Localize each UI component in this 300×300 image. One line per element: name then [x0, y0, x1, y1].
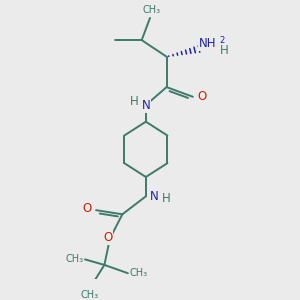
Text: N: N: [150, 190, 159, 203]
Text: H: H: [161, 192, 170, 205]
Text: CH₃: CH₃: [129, 268, 147, 278]
Text: O: O: [197, 90, 206, 103]
Text: 2: 2: [219, 36, 224, 45]
Text: NH: NH: [199, 37, 217, 50]
Text: CH₃: CH₃: [80, 290, 98, 300]
Text: CH₃: CH₃: [142, 5, 160, 15]
Text: H: H: [130, 95, 139, 108]
Text: O: O: [82, 202, 92, 215]
Text: N: N: [142, 99, 150, 112]
Text: H: H: [220, 44, 228, 57]
Text: O: O: [103, 231, 112, 244]
Text: CH₃: CH₃: [65, 254, 84, 264]
